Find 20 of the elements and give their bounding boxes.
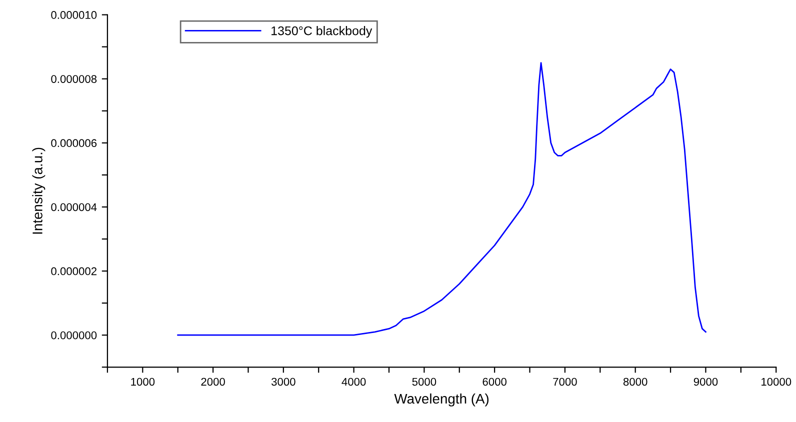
y-axis-title: Intensity (a.u.) — [32, 148, 46, 234]
y-tick-label: 0.000002 — [51, 267, 96, 276]
x-axis-title: Wavelength (A) — [394, 393, 489, 406]
x-tick-label: 1000 — [131, 378, 155, 386]
x-tick-label: 4000 — [342, 378, 366, 386]
x-tick-label: 8000 — [623, 378, 648, 386]
x-tick-label: 5000 — [412, 378, 436, 386]
x-tick-label: 3000 — [271, 378, 296, 386]
x-tick-label: 9000 — [694, 378, 718, 386]
x-tick-label: 2000 — [201, 378, 225, 386]
y-tick-label: 0.000006 — [51, 139, 97, 148]
x-tick-label: 7000 — [553, 378, 577, 386]
text: 1350°C blackbody — [272, 26, 372, 38]
x-tick-label: 10000 — [762, 378, 792, 386]
line-series — [177, 62, 706, 336]
x-tick-label: 6000 — [482, 378, 506, 386]
y-tick-label: 0.000004 — [51, 203, 97, 212]
y-tick-label: 0.000008 — [51, 75, 97, 83]
y-tick-label: 0.000010 — [51, 11, 97, 19]
y-tick-label: 0.000000 — [51, 331, 97, 340]
